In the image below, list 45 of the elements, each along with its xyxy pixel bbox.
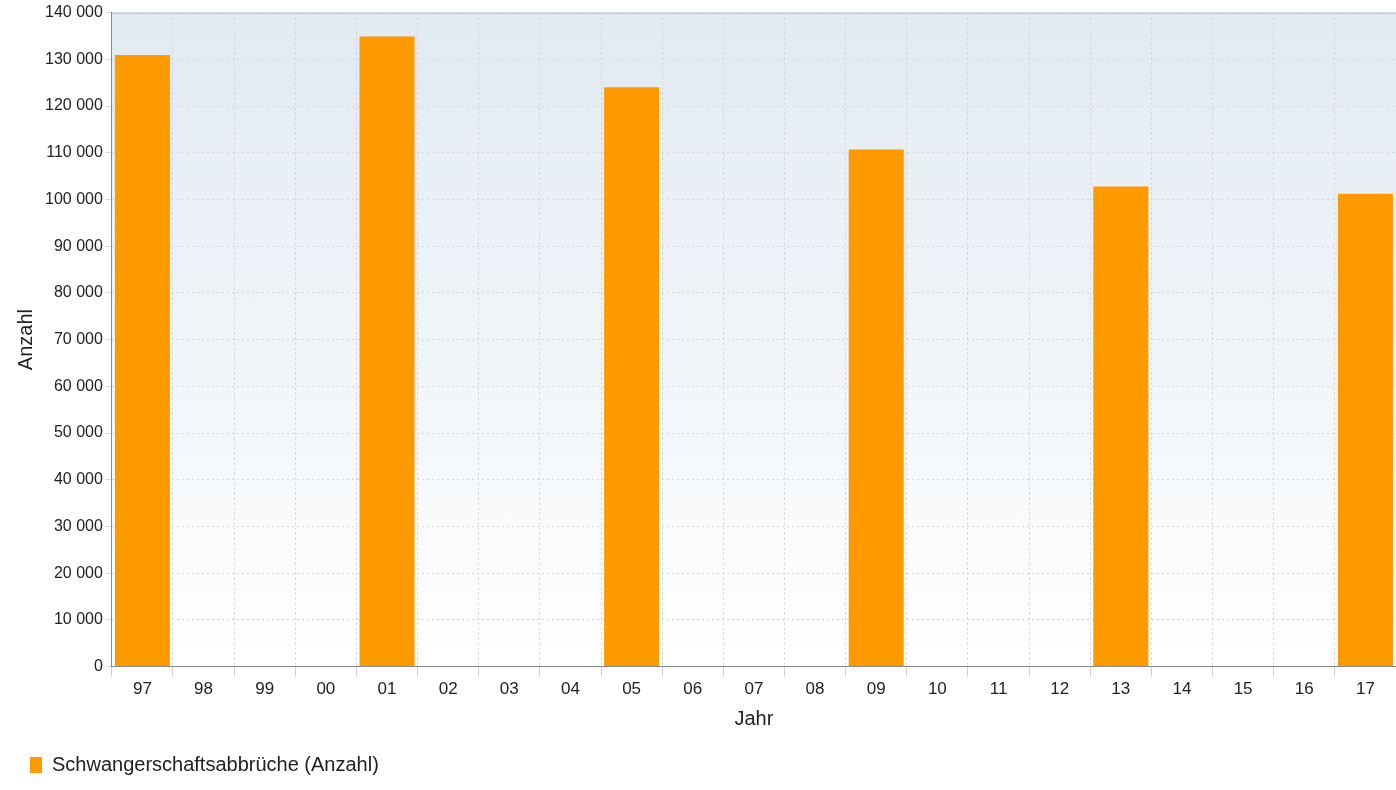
x-tick-label: 09 bbox=[866, 679, 886, 699]
x-tick-label: 12 bbox=[1050, 679, 1070, 699]
x-tick-label: 02 bbox=[438, 679, 458, 699]
y-tick-label: 90 000 bbox=[53, 236, 103, 254]
y-tick-label: 80 000 bbox=[53, 283, 103, 301]
y-axis-title: Anzahl bbox=[13, 309, 36, 371]
bar bbox=[114, 55, 170, 667]
y-tick-label: 120 000 bbox=[44, 96, 103, 114]
bar bbox=[1093, 186, 1149, 667]
y-tick-label: 30 000 bbox=[53, 516, 103, 534]
y-tick-label: 50 000 bbox=[53, 423, 103, 441]
x-tick-label: 04 bbox=[561, 679, 580, 699]
bar bbox=[1337, 193, 1393, 667]
bar bbox=[604, 87, 660, 667]
x-tick-label: 15 bbox=[1233, 679, 1253, 699]
x-tick-label: 97 bbox=[132, 679, 152, 699]
y-tick-label: 60 000 bbox=[53, 376, 103, 394]
y-tick-label: 130 000 bbox=[44, 49, 103, 67]
legend-label: Schwangerschaftsabbrüche (Anzahl) bbox=[52, 752, 379, 775]
x-tick-label: 10 bbox=[927, 679, 947, 699]
y-tick-label: 20 000 bbox=[53, 563, 103, 581]
x-axis-title: Jahr bbox=[734, 706, 774, 729]
y-tick-label: 110 000 bbox=[46, 143, 103, 161]
x-tick-label: 07 bbox=[744, 679, 764, 699]
x-tick-label: 06 bbox=[683, 679, 703, 699]
x-tick-label: 14 bbox=[1172, 679, 1192, 699]
y-tick-label: 40 000 bbox=[53, 470, 103, 488]
bar bbox=[848, 149, 904, 667]
x-tick-label: 16 bbox=[1294, 679, 1314, 699]
bar bbox=[359, 36, 415, 667]
x-tick-label: 01 bbox=[377, 679, 397, 699]
x-tick-label: 03 bbox=[499, 679, 519, 699]
x-tick-label: 17 bbox=[1355, 679, 1375, 699]
y-tick-label: 10 000 bbox=[53, 610, 103, 628]
x-tick-label: 13 bbox=[1111, 679, 1131, 699]
x-tick-label: 11 bbox=[989, 679, 1008, 699]
y-tick-label: 0 bbox=[93, 657, 103, 675]
y-tick-label: 70 000 bbox=[53, 330, 103, 348]
x-tick-label: 98 bbox=[194, 679, 214, 699]
y-tick-label: 140 000 bbox=[44, 3, 103, 21]
x-tick-label: 05 bbox=[622, 679, 642, 699]
y-tick-label: 100 000 bbox=[44, 189, 103, 207]
x-tick-label: 00 bbox=[316, 679, 336, 699]
x-tick-label: 99 bbox=[255, 679, 275, 699]
x-tick-label: 08 bbox=[805, 679, 825, 699]
